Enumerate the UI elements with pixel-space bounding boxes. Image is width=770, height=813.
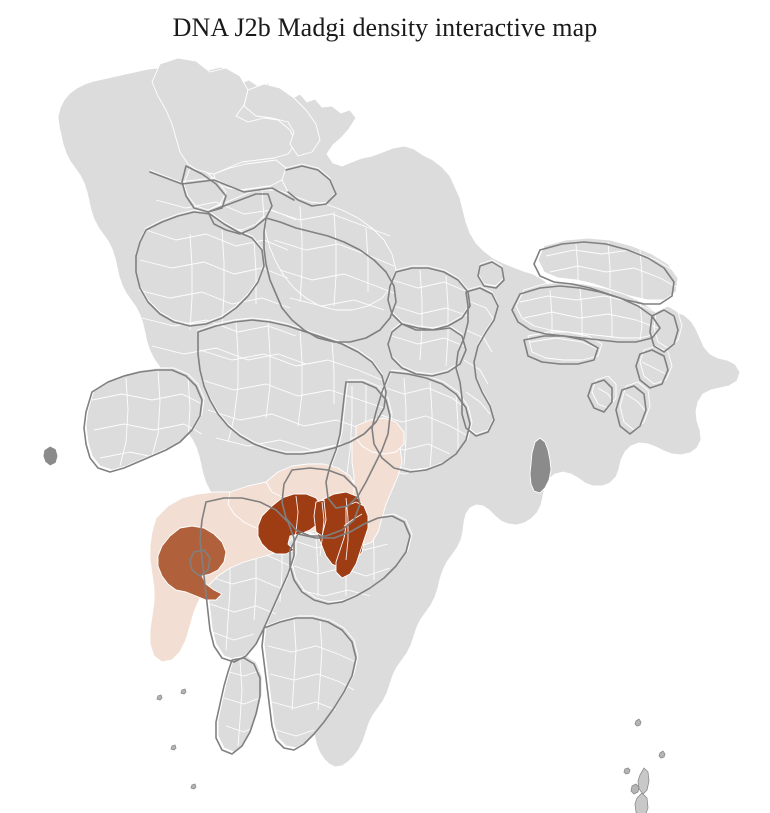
state-assam[interactable] bbox=[515, 281, 665, 339]
state-ladakh[interactable] bbox=[243, 83, 321, 157]
island-nicobar-1[interactable] bbox=[658, 750, 666, 759]
map-svg[interactable] bbox=[0, 50, 770, 813]
state-arunachal[interactable] bbox=[537, 237, 679, 301]
medium-density-regions-group bbox=[157, 525, 227, 601]
island-lakshadweep-3[interactable] bbox=[170, 744, 177, 751]
india-choropleth-map[interactable] bbox=[0, 50, 770, 813]
island-north-andaman[interactable] bbox=[637, 767, 650, 795]
dark-grey-districts-group bbox=[42, 437, 552, 494]
region-pune-medium[interactable] bbox=[157, 525, 227, 601]
state-meghalaya[interactable] bbox=[527, 331, 603, 361]
state-jammu-kashmir[interactable] bbox=[151, 57, 297, 175]
state-borders-group bbox=[83, 165, 679, 755]
region-chhattisgarh-north-low[interactable] bbox=[355, 417, 405, 455]
island-car-nicobar[interactable] bbox=[634, 718, 642, 727]
lakshadweep-islands-group bbox=[156, 688, 197, 790]
andaman-nicobar-islands-group bbox=[623, 718, 666, 813]
island-middle-andaman[interactable] bbox=[634, 792, 649, 813]
page-title: DNA J2b Madgi density interactive map bbox=[172, 13, 598, 42]
island-lakshadweep-2[interactable] bbox=[180, 688, 187, 695]
state-sikkim[interactable] bbox=[477, 259, 505, 287]
island-lakshadweep-4[interactable] bbox=[190, 783, 197, 790]
district-chilika-dark[interactable] bbox=[529, 437, 552, 494]
district-kutch-dark[interactable] bbox=[42, 445, 59, 467]
island-nicobar-2[interactable] bbox=[623, 767, 631, 775]
island-lakshadweep-1[interactable] bbox=[156, 694, 163, 701]
island-great-nicobar[interactable] bbox=[630, 783, 640, 795]
